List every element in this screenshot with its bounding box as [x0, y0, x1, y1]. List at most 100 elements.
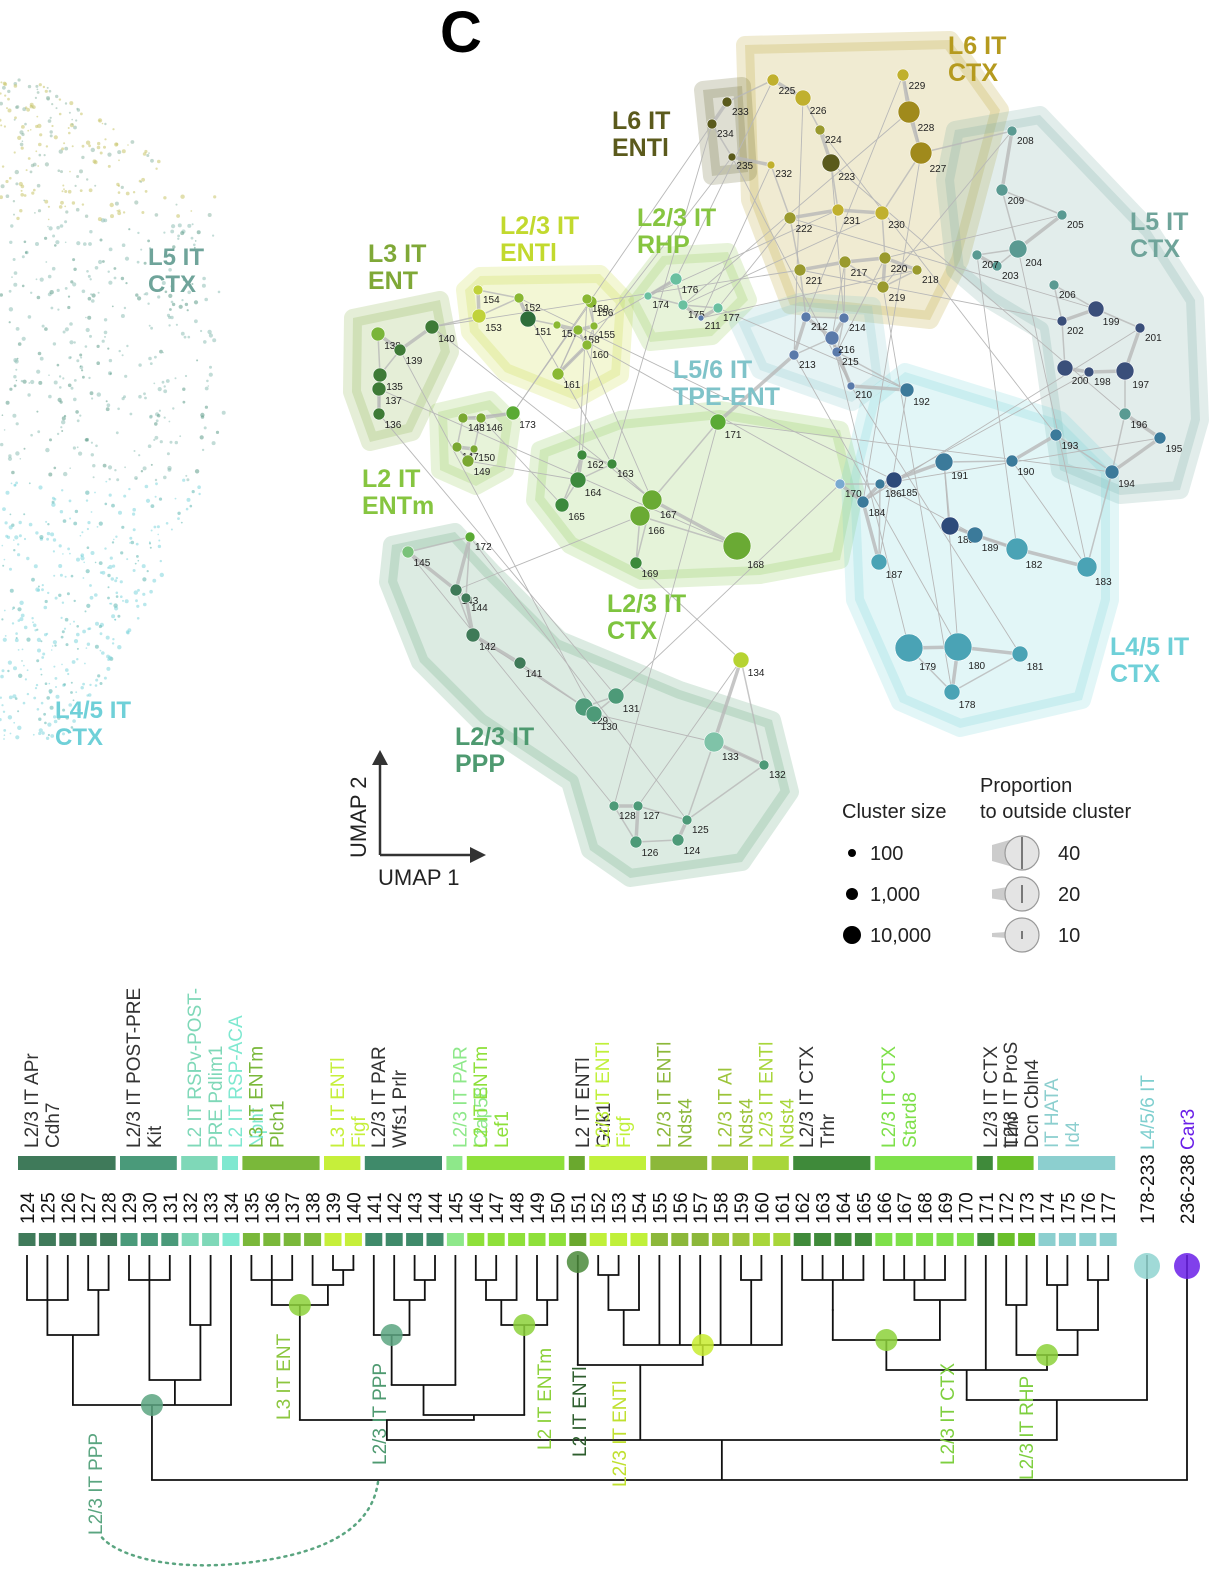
leaf-label: 176 [1079, 1192, 1100, 1224]
cloud-dot [36, 183, 41, 188]
axis-label: UMAP 2 [346, 776, 371, 858]
node-label: 128 [619, 811, 636, 822]
cloud-dot [3, 558, 6, 561]
node-label: 140 [438, 334, 455, 345]
cloud-dot [20, 146, 24, 150]
node-label: 185 [901, 488, 918, 499]
node [793, 263, 807, 277]
cloud-dot [76, 625, 79, 628]
cloud-dot [89, 584, 92, 587]
leaf-square [1018, 1233, 1036, 1246]
cloud-dot [32, 621, 34, 624]
leaf-label: 157 [691, 1192, 712, 1224]
cloud-dot [0, 718, 2, 722]
cloud-dot [85, 490, 90, 495]
cloud-dot [19, 617, 24, 622]
cloud-dot [149, 415, 153, 419]
cloud-dot [58, 593, 62, 597]
cloud-dot [23, 625, 28, 630]
leaf-label: 172 [997, 1192, 1018, 1224]
node [894, 633, 924, 663]
node [464, 531, 476, 543]
cloud-dot [75, 691, 78, 694]
cloud-dot [30, 291, 33, 294]
cloud-dot [19, 600, 24, 605]
group-header: Figf [349, 1116, 370, 1148]
group-label: L3 IT [368, 240, 426, 268]
cloud-dot [1, 704, 4, 707]
cloud-dot [148, 356, 152, 361]
cloud-dot [0, 184, 5, 189]
group-hull [456, 265, 634, 409]
edge [879, 437, 1161, 485]
cloud-dot [94, 184, 97, 187]
cloud-dot [53, 665, 56, 668]
edge [976, 254, 1018, 550]
cloud-dot [94, 593, 98, 597]
cloud-dot [30, 379, 35, 385]
cloud-dot [136, 555, 139, 558]
node-label: 208 [1017, 136, 1034, 147]
node [519, 310, 537, 328]
group-header: L2/3 IT ProS [1001, 1042, 1022, 1148]
edge [881, 212, 886, 259]
cloud-dot [113, 267, 117, 270]
group-label: CTX [948, 59, 998, 87]
cloud-dot [79, 189, 83, 193]
node-label: 141 [526, 669, 543, 680]
cloud-dot [60, 170, 63, 174]
group-label: ENTm [362, 492, 434, 520]
cloud-dot [132, 191, 136, 194]
leaf-square [1038, 1233, 1056, 1246]
leaf-label: 137 [283, 1192, 304, 1224]
edge [675, 79, 774, 280]
node-label: 193 [1062, 441, 1079, 452]
node-label: 154 [483, 295, 500, 306]
cloud-dot [76, 707, 81, 713]
cloud-dot [172, 245, 176, 249]
cloud-dot [79, 365, 82, 368]
group-header: L2 IT ENTm [471, 1046, 492, 1148]
cloud-dot [170, 315, 174, 320]
cloud-dot [190, 236, 194, 240]
node [1048, 279, 1060, 291]
leaf-label: 133 [202, 1192, 223, 1224]
cloud-dot [142, 152, 147, 156]
group-header: Wfs1 Prlr [390, 1069, 411, 1148]
edge [830, 162, 845, 319]
cloud-dot [60, 616, 63, 620]
node-label: 197 [1132, 380, 1149, 391]
cloud-dot [96, 526, 99, 528]
cloud-dot [82, 682, 85, 686]
cloud-dot [154, 213, 159, 217]
node [876, 280, 890, 294]
cloud-dot [112, 638, 115, 641]
cloud-dot [62, 708, 66, 712]
cloud-dot [114, 618, 117, 621]
group-header: L2/3 IT POST-PRE [124, 988, 145, 1148]
cloud-dot [117, 211, 122, 216]
edge [831, 261, 846, 339]
cloud-dot [124, 466, 126, 469]
panel-letter: C [440, 0, 482, 65]
cloud-dot [157, 387, 162, 392]
clade-dot [1036, 1344, 1058, 1366]
cloud-dot [132, 528, 136, 532]
node [870, 553, 888, 571]
cloud-dot [170, 300, 174, 304]
cloud-dot [168, 268, 172, 272]
cloud-dot [15, 379, 18, 382]
cloud-dot [84, 214, 89, 218]
leaf-square [324, 1233, 342, 1246]
cloud-dot [24, 251, 28, 254]
node [874, 478, 886, 490]
cloud-dot [123, 306, 127, 310]
cloud-dot [118, 349, 121, 353]
group-header: L2/3 IT ENTl [756, 1042, 777, 1148]
cloud-dot [102, 463, 107, 468]
cloud-dot [99, 238, 103, 242]
cloud-dot [7, 660, 12, 665]
cloud-dot [73, 599, 76, 603]
edge [799, 269, 1063, 322]
cloud-dot [58, 98, 62, 101]
